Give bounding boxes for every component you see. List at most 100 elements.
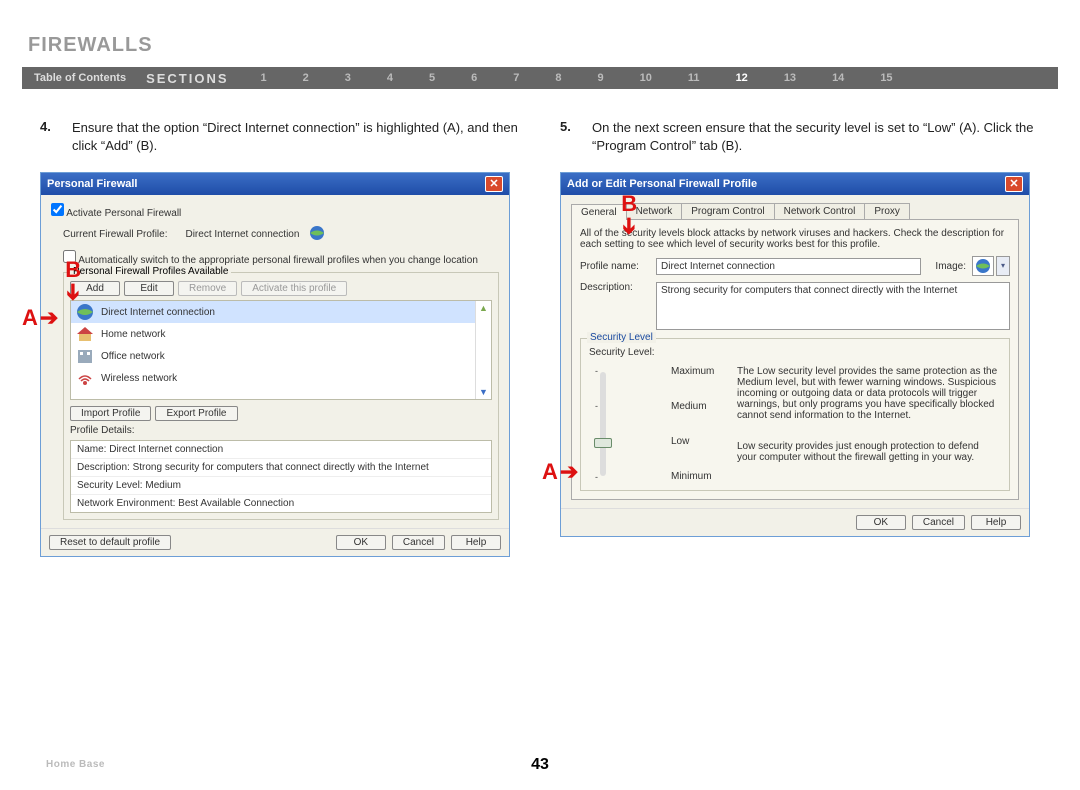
globe-icon [309,225,325,244]
tab-program-control[interactable]: Program Control [681,203,774,219]
scrollbar[interactable]: ▲ ▼ [475,301,491,399]
profiles-group-title: Personal Firewall Profiles Available [70,266,231,277]
image-preview [972,256,994,276]
ok-button[interactable]: OK [856,515,906,530]
tab-strip: GeneralNetworkProgram ControlNetwork Con… [571,203,1019,220]
step-4: 4. Ensure that the option “Direct Intern… [40,119,520,154]
profile-list[interactable]: Direct Internet connection Home network Of… [70,300,492,400]
dialog-title-2: Add or Edit Personal Firewall Profile [567,178,757,190]
section-link-4[interactable]: 4 [369,72,411,84]
close-icon[interactable]: ✕ [485,176,503,192]
import-profile-button[interactable]: Import Profile [70,406,151,421]
ok-button[interactable]: OK [336,535,386,550]
cancel-button[interactable]: Cancel [912,515,965,530]
section-link-5[interactable]: 5 [411,72,453,84]
close-icon[interactable]: ✕ [1005,176,1023,192]
profile-item-label: Direct Internet connection [101,307,215,318]
slider-thumb[interactable] [594,438,612,448]
auto-switch-label: Automatically switch to the appropriate … [78,255,478,266]
profile-item[interactable]: Wireless network [71,367,475,389]
edit-button[interactable]: Edit [124,281,174,296]
profile-name-input[interactable]: Direct Internet connection [656,258,921,275]
section-link-1[interactable]: 1 [243,72,285,84]
description-label: Description: [580,282,650,293]
footer-home-base: Home Base [46,759,105,770]
tab-network[interactable]: Network [626,203,683,219]
scroll-up-icon[interactable]: ▲ [479,303,488,313]
profile-item-label: Office network [101,351,165,362]
auto-switch-checkbox[interactable]: Automatically switch to the appropriate … [63,255,478,266]
profile-item[interactable]: Office network [71,345,475,367]
tab-proxy[interactable]: Proxy [864,203,910,219]
profiles-group: Personal Firewall Profiles Available Add… [63,272,499,520]
section-link-6[interactable]: 6 [453,72,495,84]
profile-details: Name: Direct Internet connection Descrip… [70,440,492,513]
section-link-13[interactable]: 13 [766,72,814,84]
security-level-title: Security Level [587,332,656,343]
section-link-8[interactable]: 8 [537,72,579,84]
page-title: FIREWALLS [28,34,1080,57]
level-labels: MaximumMediumLowMinimum [671,366,719,482]
section-link-15[interactable]: 15 [862,72,910,84]
step-5-number: 5. [560,119,578,154]
help-button[interactable]: Help [451,535,501,550]
level-minimum: Minimum [671,471,719,482]
step-4-text: Ensure that the option “Direct Internet … [72,119,520,154]
security-help-text: All of the security levels block attacks… [580,228,1010,250]
current-profile-value: Direct Internet connection [185,229,299,240]
profile-name-label: Profile name: [580,261,650,272]
section-link-3[interactable]: 3 [327,72,369,84]
activate-firewall-checkbox[interactable]: Activate Personal Firewall [51,208,181,219]
activate-firewall-label: Activate Personal Firewall [66,208,181,219]
dialog-titlebar: Personal Firewall ✕ [41,173,509,195]
toc-link[interactable]: Table of Contents [28,72,132,84]
profile-item[interactable]: Home network [71,323,475,345]
section-link-10[interactable]: 10 [622,72,670,84]
current-profile-label: Current Firewall Profile: [63,229,167,240]
security-level-label: Security Level: [589,347,1001,358]
section-link-9[interactable]: 9 [580,72,622,84]
section-link-2[interactable]: 2 [285,72,327,84]
tab-general[interactable]: General [571,204,627,220]
house-icon [75,325,95,343]
image-label: Image: [935,261,966,272]
scroll-down-icon[interactable]: ▼ [479,387,488,397]
add-button[interactable]: Add [70,281,120,296]
office-icon [75,347,95,365]
section-link-12[interactable]: 12 [718,72,766,84]
step-5-text: On the next screen ensure that the secur… [592,119,1040,154]
add-edit-profile-dialog: Add or Edit Personal Firewall Profile ✕ … [560,172,1030,537]
detail-name: Name: Direct Internet connection [71,441,491,459]
step-5: 5. On the next screen ensure that the se… [560,119,1040,154]
description-input[interactable]: Strong security for computers that conne… [656,282,1010,330]
reset-button[interactable]: Reset to default profile [49,535,171,550]
cancel-button[interactable]: Cancel [392,535,445,550]
section-link-11[interactable]: 11 [670,72,718,84]
page-number: 43 [531,756,549,774]
remove-button[interactable]: Remove [178,281,237,296]
dialog-title: Personal Firewall [47,178,137,190]
detail-sec: Security Level: Medium [71,477,491,495]
activate-profile-button[interactable]: Activate this profile [241,281,347,296]
page-footer: Home Base 43 [0,759,1080,770]
profile-item[interactable]: Direct Internet connection [71,301,475,323]
security-slider[interactable] [600,372,606,476]
profile-details-label: Profile Details: [70,425,492,436]
help-button[interactable]: Help [971,515,1021,530]
section-link-14[interactable]: 14 [814,72,862,84]
section-link-7[interactable]: 7 [495,72,537,84]
detail-desc: Description: Strong security for compute… [71,459,491,477]
dialog-titlebar-2: Add or Edit Personal Firewall Profile ✕ [561,173,1029,195]
profile-item-label: Home network [101,329,165,340]
tab-network-control[interactable]: Network Control [774,203,866,219]
export-profile-button[interactable]: Export Profile [155,406,237,421]
step-4-number: 4. [40,119,58,154]
personal-firewall-dialog: Personal Firewall ✕ Activate Personal Fi… [40,172,510,557]
sections-label: SECTIONS [132,71,242,86]
level-desc-low: Low security provides just enough protec… [737,441,1001,463]
level-low: Low [671,436,719,447]
image-dropdown[interactable]: ▾ [996,256,1010,276]
security-level-group: Security Level Security Level: ---- Maxi… [580,338,1010,491]
level-medium: Medium [671,401,719,412]
profile-item-label: Wireless network [101,373,177,384]
